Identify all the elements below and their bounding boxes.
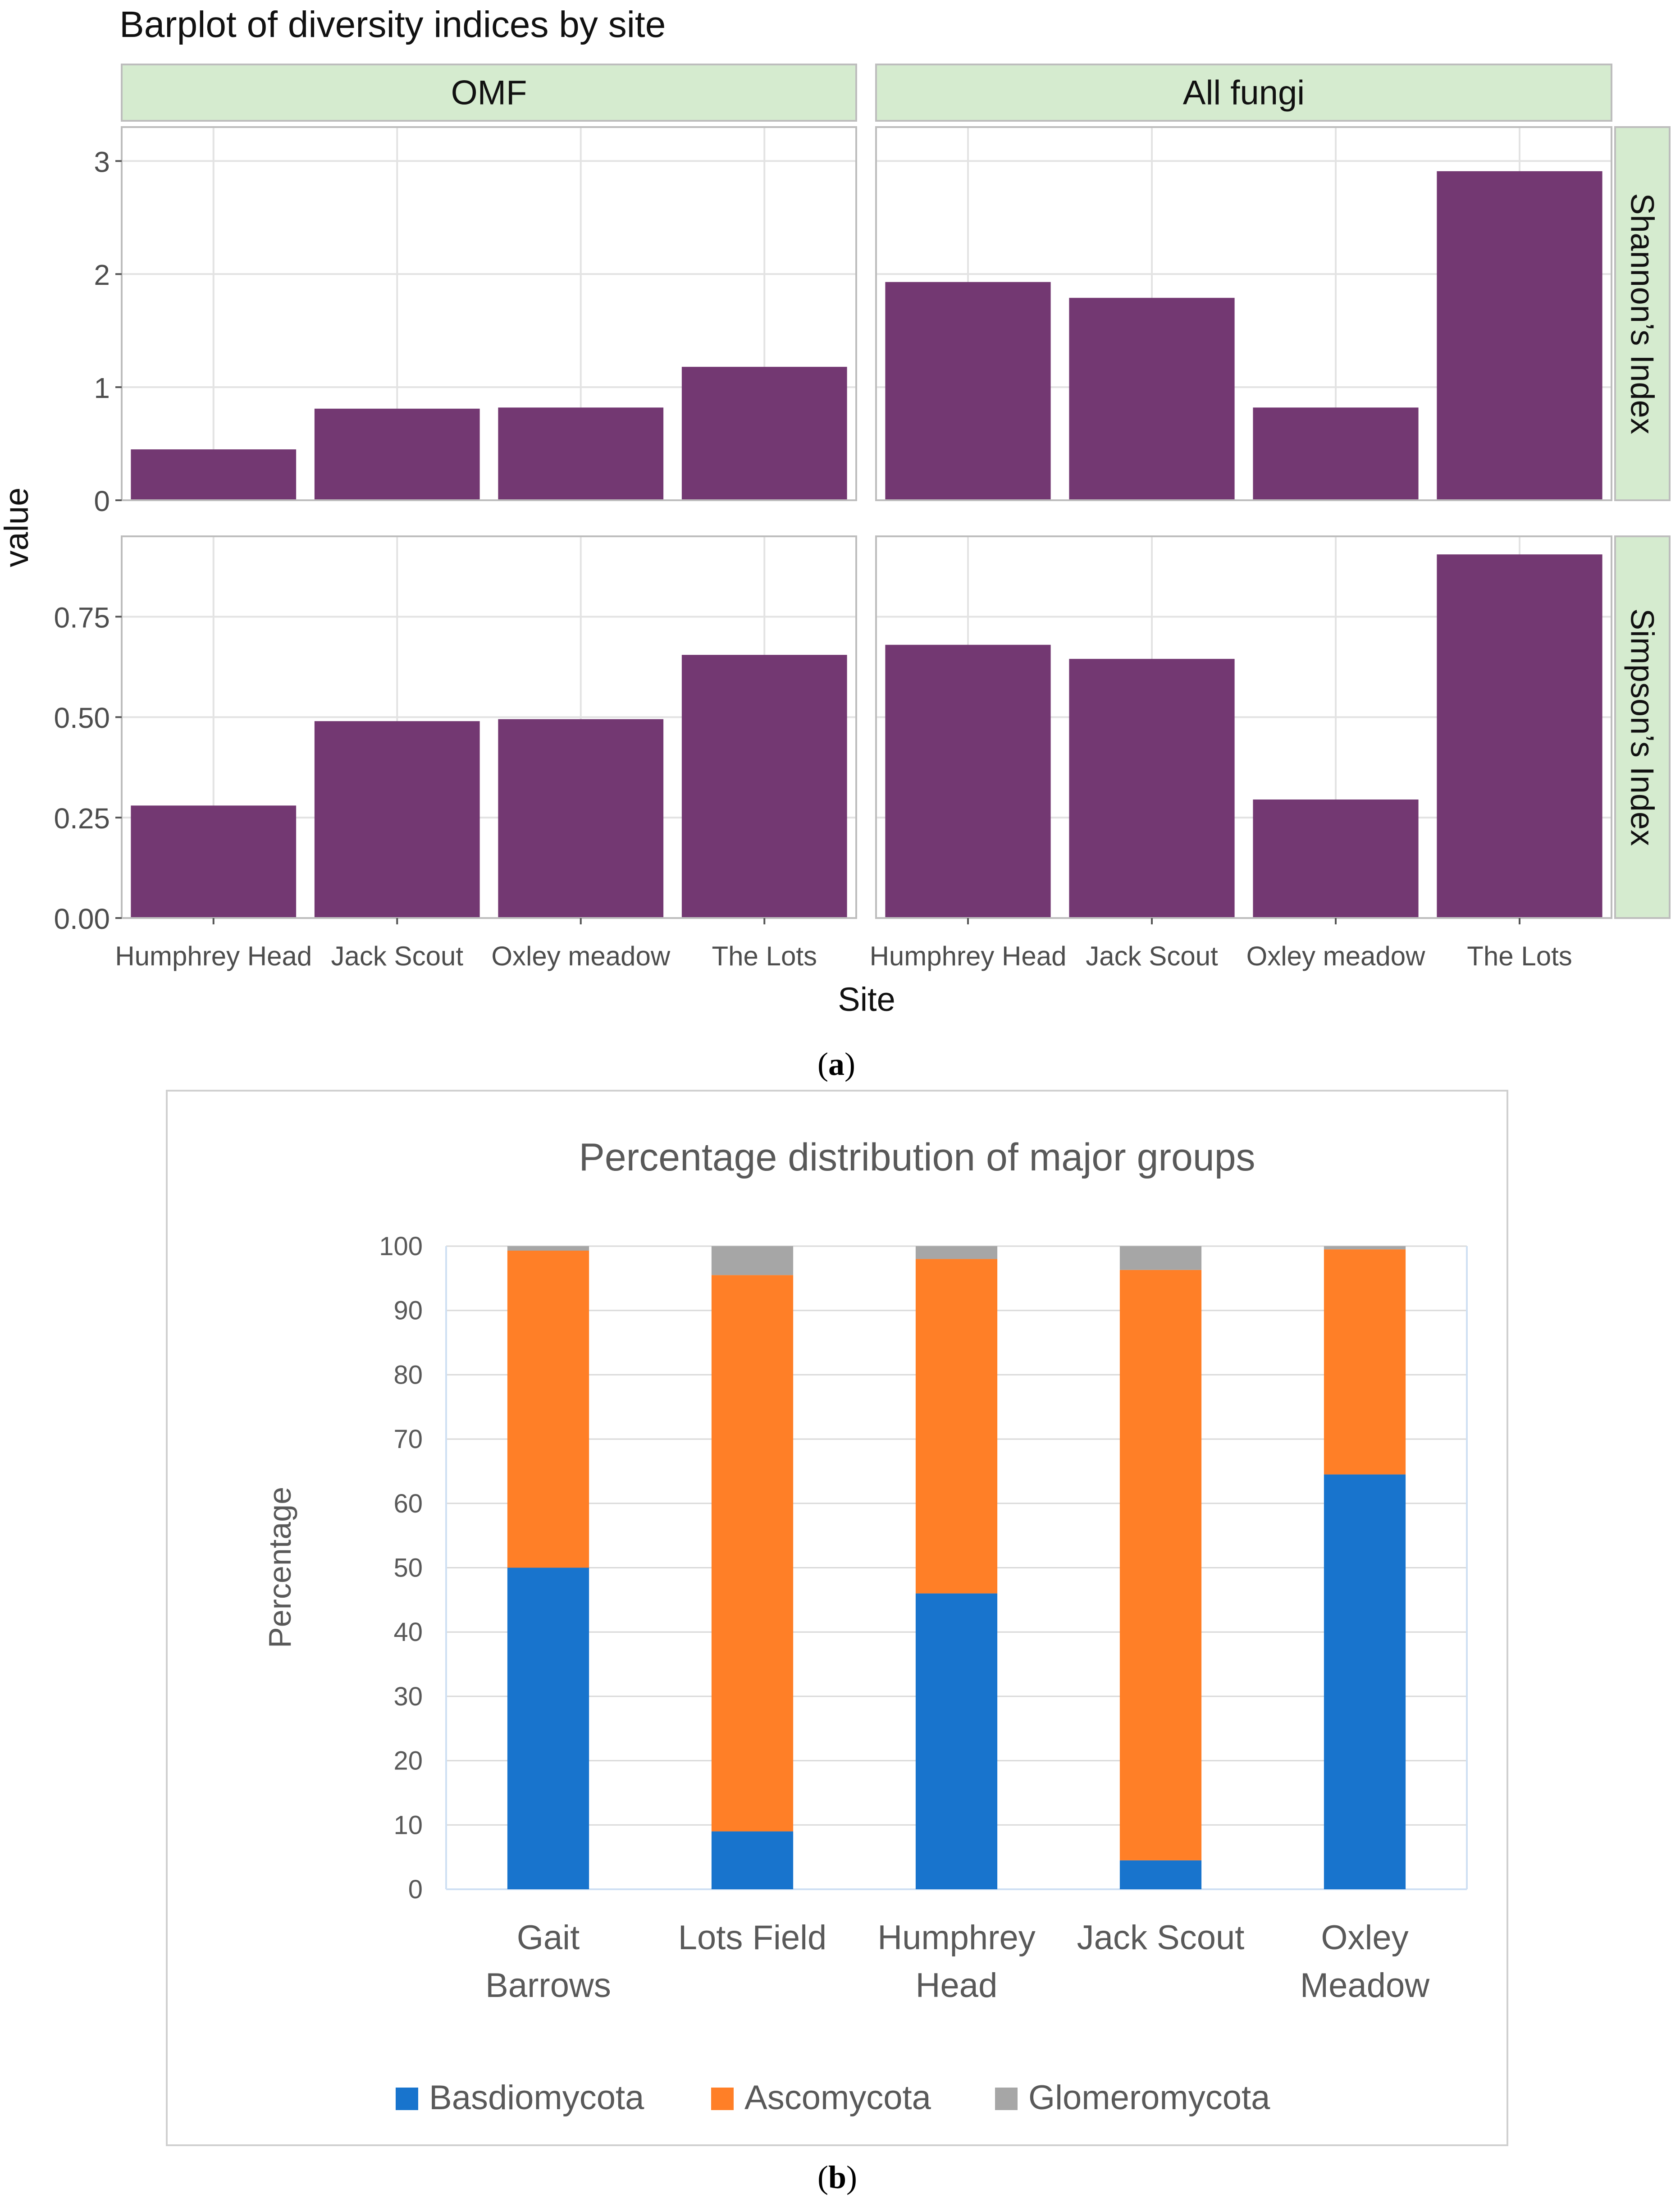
y-tick-label: 0.25 — [54, 802, 110, 835]
y-tick-label: 3 — [94, 146, 110, 178]
panel-all-fungi-1: Humphrey Head Jack Scout Oxley meadow The L… — [870, 535, 1612, 971]
bar — [885, 282, 1051, 500]
row-strip-0 — [1614, 126, 1671, 501]
x-tick-label: Oxley meadow — [491, 941, 670, 971]
y-tick-label: 90 — [393, 1296, 423, 1325]
legend-swatch — [396, 2088, 418, 2110]
y-tick-label: 0 — [408, 1875, 423, 1904]
panel-border — [875, 535, 1612, 919]
bar — [314, 721, 480, 918]
caption-a: (a) — [817, 1046, 855, 1082]
bar-segment — [915, 1246, 998, 1259]
y-tick-label: 20 — [393, 1746, 423, 1776]
bar — [885, 644, 1051, 918]
y-tick-label: 80 — [393, 1360, 423, 1389]
bar — [1253, 799, 1419, 918]
x-tick-label: Jack Scout — [1077, 1919, 1245, 1957]
y-tick-label: 0.00 — [54, 903, 110, 935]
x-tick-label: Jack Scout — [1086, 941, 1218, 971]
bar-segment — [1324, 1249, 1406, 1475]
x-tick-label: Oxley meadow — [1246, 941, 1425, 971]
facet-strip-0 — [121, 64, 857, 122]
facet-strip-1 — [875, 64, 1612, 122]
x-tick-label: Humphrey Head — [870, 941, 1067, 971]
bar-segment — [507, 1246, 589, 1251]
bar-segment — [507, 1567, 589, 1889]
panel-all-fungi-0 — [875, 126, 1612, 501]
x-tick-label: Meadow — [1300, 1966, 1430, 2005]
legend: Basdiomycota Ascomycota Glomeromycota — [396, 2079, 1270, 2117]
bar — [131, 805, 297, 918]
bar-segment — [1324, 1246, 1406, 1250]
panel-border — [121, 535, 857, 919]
row-strip-1 — [1614, 535, 1671, 919]
bar — [498, 407, 664, 500]
y-tick-label: 100 — [379, 1232, 423, 1261]
bar-segment — [711, 1831, 794, 1889]
bar — [1437, 171, 1602, 500]
x-tick-label: The Lots — [1467, 941, 1572, 971]
chart-title: Percentage distribution of major groups — [579, 1136, 1255, 1179]
chart-frame — [166, 1090, 1508, 2146]
legend-swatch — [711, 2088, 734, 2110]
bar — [1253, 407, 1419, 500]
bar — [1069, 658, 1235, 918]
caption-b: (b) — [817, 2159, 858, 2195]
x-tick-label: Humphrey Head — [115, 941, 312, 971]
bar — [498, 719, 664, 918]
x-tick-label: Jack Scout — [331, 941, 464, 971]
y-tick-label: 50 — [393, 1554, 423, 1583]
bar-segment — [507, 1250, 589, 1568]
row-strip-label: Simpson’s Index — [1624, 608, 1660, 846]
bar-segment — [1324, 1474, 1406, 1889]
bar-segment — [915, 1259, 998, 1594]
y-tick-label: 0 — [94, 485, 110, 517]
y-tick-label: 1 — [94, 372, 110, 404]
x-tick-label: Humphrey — [877, 1919, 1036, 1957]
legend-label: Glomeromycota — [1028, 2079, 1270, 2117]
y-tick-label: 70 — [393, 1425, 423, 1454]
y-tick-label: 30 — [393, 1682, 423, 1711]
bar — [1437, 554, 1602, 918]
legend-swatch — [995, 2088, 1018, 2110]
y-tick-label: 10 — [393, 1810, 423, 1840]
y-tick-label: 2 — [94, 259, 110, 291]
bar — [681, 655, 847, 918]
row-strip-label: Shannon’s Index — [1624, 193, 1660, 434]
diversity-indices-chart: Barplot of diversity indices by site OMF A… — [0, 4, 1671, 1018]
x-tick-label: Lots Field — [678, 1919, 827, 1957]
y-axis-title: Percentage — [262, 1487, 297, 1648]
x-tick-label: Head — [916, 1966, 998, 2005]
y-tick-label: 60 — [393, 1489, 423, 1518]
facet-strip-label: All fungi — [1183, 74, 1305, 112]
bar — [314, 408, 480, 500]
x-tick-label: Barrows — [485, 1966, 611, 2005]
plot-area: 0 10 20 30 40 50 60 70 80 90 100 Gait Barrows Lots Fi… — [379, 1232, 1468, 2005]
bar — [131, 449, 297, 500]
x-axis-title: Site — [838, 981, 895, 1018]
bar-segment — [711, 1246, 794, 1275]
bar-segment — [1119, 1270, 1202, 1860]
panel-omf-0: 0 1 2 3 — [94, 126, 857, 517]
y-tick-label: 0.75 — [54, 601, 110, 634]
x-tick-label: The Lots — [712, 941, 817, 971]
facet-strip-label: OMF — [451, 74, 527, 112]
panel-border — [875, 126, 1612, 501]
chart-title: Barplot of diversity indices by site — [119, 4, 666, 45]
panel-border — [121, 126, 857, 501]
legend-label: Basdiomycota — [429, 2079, 644, 2117]
bar-segment — [1119, 1246, 1202, 1270]
panel-omf-1: 0.00 0.25 0.50 0.75 Humphrey Head Jack Scout O… — [54, 535, 857, 971]
y-tick-label: 0.50 — [54, 702, 110, 734]
bar — [1069, 297, 1235, 500]
bar — [681, 366, 847, 500]
legend-label: Ascomycota — [744, 2079, 931, 2117]
x-tick-label: Gait — [517, 1919, 580, 1957]
bar-segment — [711, 1275, 794, 1832]
y-tick-label: 40 — [393, 1618, 423, 1647]
x-tick-label: Oxley — [1321, 1919, 1408, 1957]
bar-segment — [1119, 1860, 1202, 1889]
bar-segment — [915, 1593, 998, 1889]
y-axis-title: value — [0, 488, 35, 567]
